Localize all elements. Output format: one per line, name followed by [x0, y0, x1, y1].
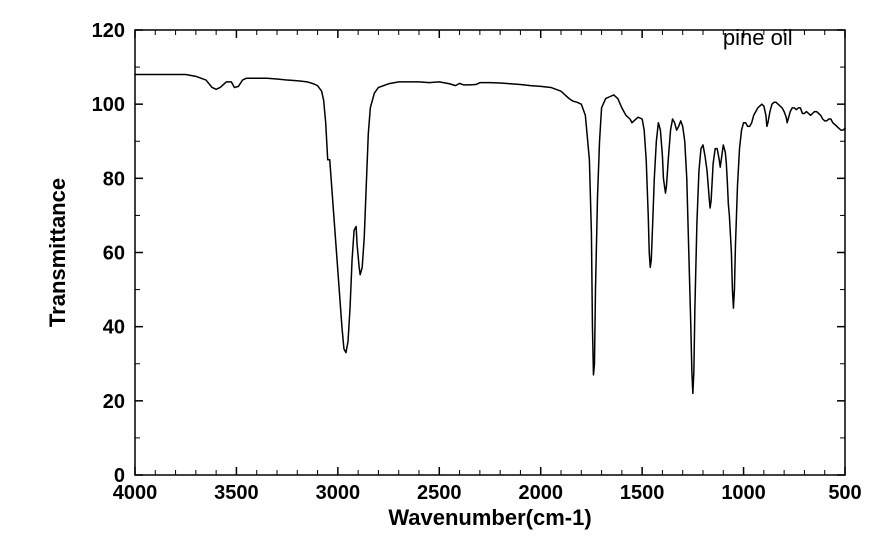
svg-text:2500: 2500 — [417, 482, 462, 504]
svg-text:120: 120 — [92, 20, 125, 42]
svg-text:80: 80 — [103, 168, 125, 190]
svg-text:60: 60 — [103, 243, 125, 265]
svg-text:20: 20 — [103, 391, 125, 413]
svg-text:Wavenumber(cm-1): Wavenumber(cm-1) — [388, 505, 591, 530]
svg-text:1500: 1500 — [620, 482, 665, 504]
svg-text:pine oil: pine oil — [723, 25, 793, 50]
svg-text:40: 40 — [103, 317, 125, 339]
svg-text:100: 100 — [92, 94, 125, 116]
svg-text:0: 0 — [114, 465, 125, 487]
svg-text:3000: 3000 — [316, 482, 361, 504]
svg-text:1000: 1000 — [721, 482, 766, 504]
svg-text:3500: 3500 — [214, 482, 259, 504]
chart-svg: 4000350030002500200015001000500Wavenumbe… — [0, 0, 895, 545]
svg-text:500: 500 — [828, 482, 861, 504]
svg-text:Transmittance: Transmittance — [45, 178, 70, 327]
ir-spectrum-chart: 4000350030002500200015001000500Wavenumbe… — [0, 0, 895, 545]
svg-text:2000: 2000 — [518, 482, 563, 504]
